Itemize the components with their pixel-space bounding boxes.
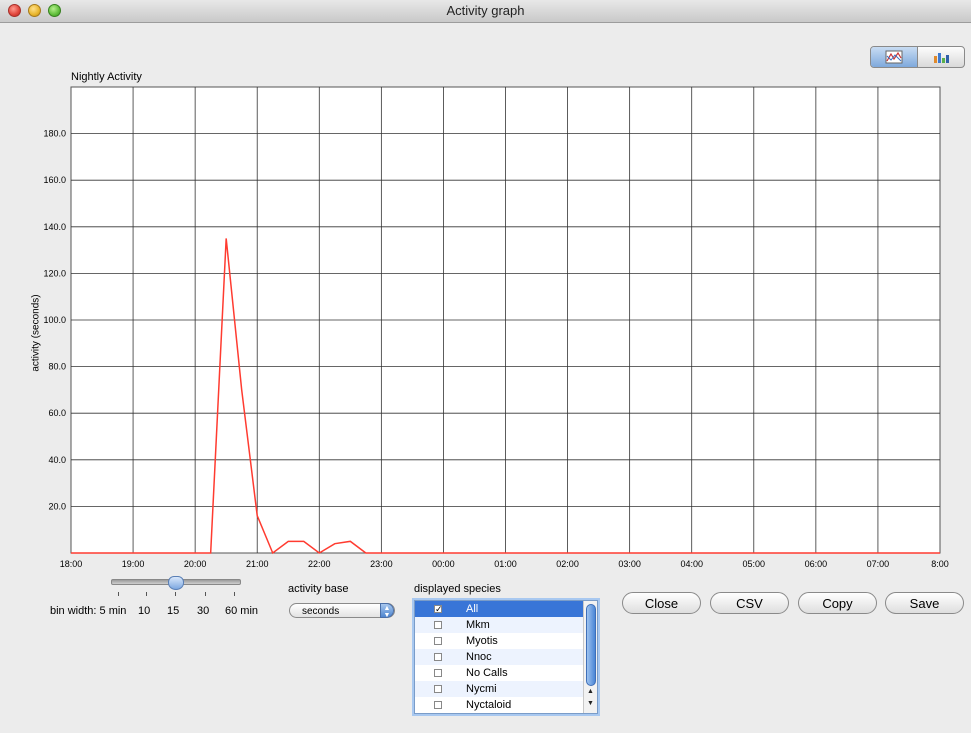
window-title: Activity graph <box>446 3 525 18</box>
species-name: No Calls <box>466 667 508 679</box>
save-button[interactable]: Save <box>885 592 964 614</box>
y-tick-label: 20.0 <box>48 501 66 511</box>
species-item-nycmi[interactable]: Nycmi <box>415 681 597 697</box>
line-view-button[interactable] <box>871 47 918 67</box>
species-checkbox[interactable] <box>434 637 442 645</box>
species-checkbox[interactable] <box>434 685 442 693</box>
species-checkbox[interactable] <box>434 621 442 629</box>
bar-view-button[interactable] <box>918 47 964 67</box>
y-tick-label: 80.0 <box>48 362 66 372</box>
x-tick-label: 21:00 <box>246 559 269 569</box>
species-item-nnoc[interactable]: Nnoc <box>415 649 597 665</box>
y-tick-label: 120.0 <box>43 268 66 278</box>
species-checkbox[interactable] <box>434 653 442 661</box>
select-arrows-icon: ▲ ▼ <box>380 603 394 619</box>
x-tick-label: 8:00 <box>931 559 949 569</box>
species-scrollbar[interactable]: ▲ ▼ <box>583 601 597 713</box>
species-name: Myotis <box>466 635 498 647</box>
line-graph-icon <box>885 50 903 64</box>
species-name: Nycmi <box>466 683 497 695</box>
species-name: Nyctaloid <box>466 699 512 711</box>
view-toggle <box>870 46 965 68</box>
activity-base-value: seconds <box>302 606 340 617</box>
y-tick-label: 60.0 <box>48 408 66 418</box>
bin-option-30: 30 <box>197 605 210 617</box>
y-tick-label: 180.0 <box>43 129 66 139</box>
x-tick-label: 02:00 <box>556 559 579 569</box>
x-tick-label: 00:00 <box>432 559 455 569</box>
species-list[interactable]: ✓ All Mkm Myotis Nnoc No Calls Nycmi Nyc… <box>414 600 598 714</box>
species-item-nyctaloid[interactable]: Nyctaloid <box>415 697 597 713</box>
title-bar: Activity graph <box>0 0 971 23</box>
bar-graph-icon <box>934 53 949 63</box>
species-name: Mkm <box>466 619 490 631</box>
species-checkbox[interactable]: ✓ <box>434 604 443 614</box>
scrollbar-thumb[interactable] <box>586 604 596 686</box>
x-tick-label: 22:00 <box>308 559 331 569</box>
x-tick-label: 19:00 <box>122 559 145 569</box>
x-tick-label: 23:00 <box>370 559 393 569</box>
minimize-window-icon[interactable] <box>28 4 41 17</box>
csv-button[interactable]: CSV <box>710 592 789 614</box>
copy-button[interactable]: Copy <box>798 592 877 614</box>
x-tick-label: 06:00 <box>805 559 828 569</box>
y-tick-labels: 20.0 40.0 60.0 80.0 100.0 120.0 140.0 160.0 180.… <box>43 129 66 512</box>
y-tick-label: 40.0 <box>48 455 66 465</box>
close-window-icon[interactable] <box>8 4 21 17</box>
grid-lines <box>71 87 940 553</box>
scroll-up-arrow-icon[interactable]: ▲ <box>587 688 594 695</box>
bin-option-60: 60 min <box>225 605 259 617</box>
displayed-species-label: displayed species <box>414 583 501 595</box>
slider-tick <box>175 592 176 596</box>
species-item-myotis[interactable]: Myotis <box>415 633 597 649</box>
slider-tick <box>118 592 119 596</box>
bin-option-10: 10 <box>138 605 151 617</box>
chart-title: Nightly Activity <box>71 71 142 83</box>
x-tick-label: 05:00 <box>743 559 766 569</box>
close-button[interactable]: Close <box>622 592 701 614</box>
activity-base-label: activity base <box>288 583 349 595</box>
y-tick-label: 140.0 <box>43 222 66 232</box>
slider-tick <box>234 592 235 596</box>
bin-width-label: bin width: 5 min <box>50 605 127 617</box>
species-checkbox[interactable] <box>434 669 442 677</box>
scroll-down-arrow-icon[interactable]: ▼ <box>587 700 594 707</box>
x-tick-label: 18:00 <box>60 559 83 569</box>
x-tick-label: 01:00 <box>494 559 517 569</box>
activity-chart: 20.0 40.0 60.0 80.0 100.0 120.0 140.0 160.0 180.… <box>43 86 949 569</box>
x-tick-label: 03:00 <box>618 559 641 569</box>
zoom-window-icon[interactable] <box>48 4 61 17</box>
slider-tick <box>146 592 147 596</box>
species-item-mkm[interactable]: Mkm <box>415 617 597 633</box>
y-tick-label: 160.0 <box>43 175 66 185</box>
x-tick-label: 04:00 <box>680 559 703 569</box>
species-name: Nnoc <box>466 651 492 663</box>
bin-option-15: 15 <box>167 605 180 617</box>
y-tick-label: 100.0 <box>43 315 66 325</box>
species-item-no-calls[interactable]: No Calls <box>415 665 597 681</box>
species-checkbox[interactable] <box>434 701 442 709</box>
x-tick-labels: 18:00 19:00 20:00 21:00 22:00 23:00 00:00 01:00… <box>60 559 949 569</box>
species-item-all[interactable]: ✓ All <box>415 601 597 617</box>
slider-tick <box>205 592 206 596</box>
x-tick-label: 07:00 <box>867 559 890 569</box>
activity-base-select[interactable]: seconds ▲ ▼ <box>289 603 395 619</box>
species-name: All <box>466 603 479 615</box>
activity-series-line <box>71 238 940 555</box>
bin-width-slider-thumb[interactable] <box>168 576 184 590</box>
x-tick-label: 20:00 <box>184 559 207 569</box>
